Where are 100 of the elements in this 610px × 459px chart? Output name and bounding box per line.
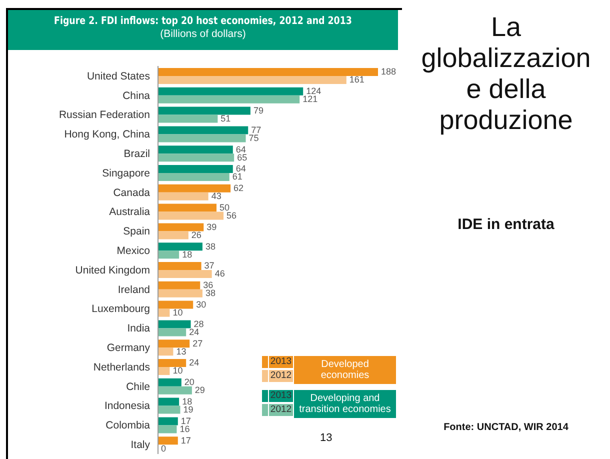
- bar: [158, 204, 217, 212]
- annotation: 13: [320, 432, 332, 444]
- text: IDE in entrata: [456, 216, 556, 233]
- bar: [158, 154, 234, 162]
- data-label: 36: [203, 280, 214, 290]
- text: 2012: [270, 404, 292, 415]
- data-label: 39: [206, 222, 217, 232]
- data-label: 16: [180, 424, 190, 434]
- bar: [158, 250, 180, 259]
- bar: [158, 436, 178, 445]
- data-label: 188: [381, 66, 396, 77]
- data-label: 64: [236, 164, 246, 174]
- text: La globalizzazione della produzione: [420, 12, 592, 136]
- data-label: 50: [220, 202, 230, 212]
- y-tick-label: Hong Kong, China: [64, 128, 150, 141]
- bar: [158, 192, 208, 200]
- bar: [158, 425, 177, 434]
- bar: [158, 146, 233, 154]
- source-note: Fonte: UNCTAD, WIR 2014: [442, 422, 570, 433]
- data-label: 79: [253, 106, 264, 116]
- chart-subtitle: (Billions of dollars): [159, 28, 247, 40]
- data-label: 64: [236, 144, 246, 154]
- bar: [158, 367, 170, 375]
- bar: [158, 417, 178, 426]
- data-label: 161: [349, 74, 364, 85]
- bar: [158, 134, 246, 142]
- data-label: 65: [237, 152, 248, 162]
- bar: [158, 378, 182, 386]
- legend-label: 2013: [269, 356, 293, 368]
- bar: [158, 281, 200, 290]
- bar: [158, 173, 230, 181]
- y-tick-label: Italy: [130, 439, 151, 452]
- bar: [158, 165, 233, 173]
- legend-label: 2012: [269, 370, 293, 382]
- data-label: 46: [214, 268, 225, 279]
- y-tick-label: Brazil: [124, 148, 150, 160]
- data-label: 51: [220, 114, 231, 124]
- bar: [158, 114, 218, 123]
- bar: [158, 406, 180, 414]
- y-tick-label: Mexico: [116, 245, 150, 258]
- bar: [158, 106, 250, 115]
- y-tick-label: Spain: [123, 226, 150, 238]
- y-tick-label: Australia: [109, 206, 150, 218]
- bar: [158, 212, 224, 220]
- y-tick-label: India: [127, 322, 150, 335]
- data-label: 17: [180, 416, 191, 426]
- y-tick-label: China: [122, 90, 150, 102]
- bar: [158, 95, 300, 104]
- data-label: 20: [184, 377, 194, 388]
- y-tick-label: Luxembourg: [92, 303, 150, 316]
- data-label: 10: [172, 366, 183, 376]
- bar: [158, 68, 378, 76]
- bar: [158, 76, 346, 84]
- bar: [158, 320, 191, 328]
- data-label: 61: [232, 172, 242, 182]
- data-label: 37: [204, 260, 214, 271]
- data-label: 75: [248, 132, 259, 143]
- data-label: 18: [182, 396, 192, 406]
- y-tick-label: Ireland: [118, 284, 150, 296]
- data-label: 121: [302, 94, 318, 104]
- y-tick-label: Canada: [113, 186, 150, 199]
- y-tick-label: United Kingdom: [75, 264, 150, 276]
- data-label: 24: [189, 358, 200, 368]
- legend-caption-box: Developed economies: [294, 356, 396, 384]
- data-label: 19: [183, 404, 194, 414]
- y-tick-label: United States: [86, 70, 150, 82]
- data-label: 17: [180, 435, 191, 446]
- y-tick-label: Colombia: [106, 420, 150, 432]
- data-label: 27: [192, 338, 203, 348]
- data-label: 28: [194, 318, 204, 329]
- data-label: 13: [176, 346, 186, 356]
- data-label: 38: [205, 241, 216, 252]
- bar: [158, 340, 190, 348]
- bar: [158, 184, 231, 192]
- bar: [158, 308, 170, 317]
- data-label: 43: [211, 191, 222, 202]
- bar: [158, 300, 194, 309]
- data-label: 18: [182, 249, 192, 260]
- y-tick-label: Indonesia: [104, 400, 150, 412]
- bar: [158, 223, 204, 232]
- y-tick-label: Germany: [106, 342, 151, 354]
- y-tick-label: Netherlands: [93, 361, 150, 374]
- y-tick-label: Chile: [126, 380, 150, 393]
- text: 2013: [270, 390, 292, 401]
- data-label: 29: [194, 385, 205, 396]
- bar: [158, 386, 192, 394]
- data-label: 56: [226, 210, 237, 220]
- data-label: 30: [196, 300, 206, 310]
- data-label: 26: [191, 230, 202, 240]
- bar: [158, 126, 248, 134]
- data-label: 62: [234, 183, 244, 194]
- bar: [158, 270, 212, 278]
- data-label: 10: [172, 308, 183, 318]
- bar: [158, 87, 304, 96]
- bar: [158, 231, 188, 240]
- bar: [158, 262, 202, 270]
- data-label: 124: [306, 86, 322, 96]
- bar: [158, 328, 186, 336]
- y-tick-label: Singapore: [102, 167, 150, 180]
- data-label: 24: [189, 326, 200, 337]
